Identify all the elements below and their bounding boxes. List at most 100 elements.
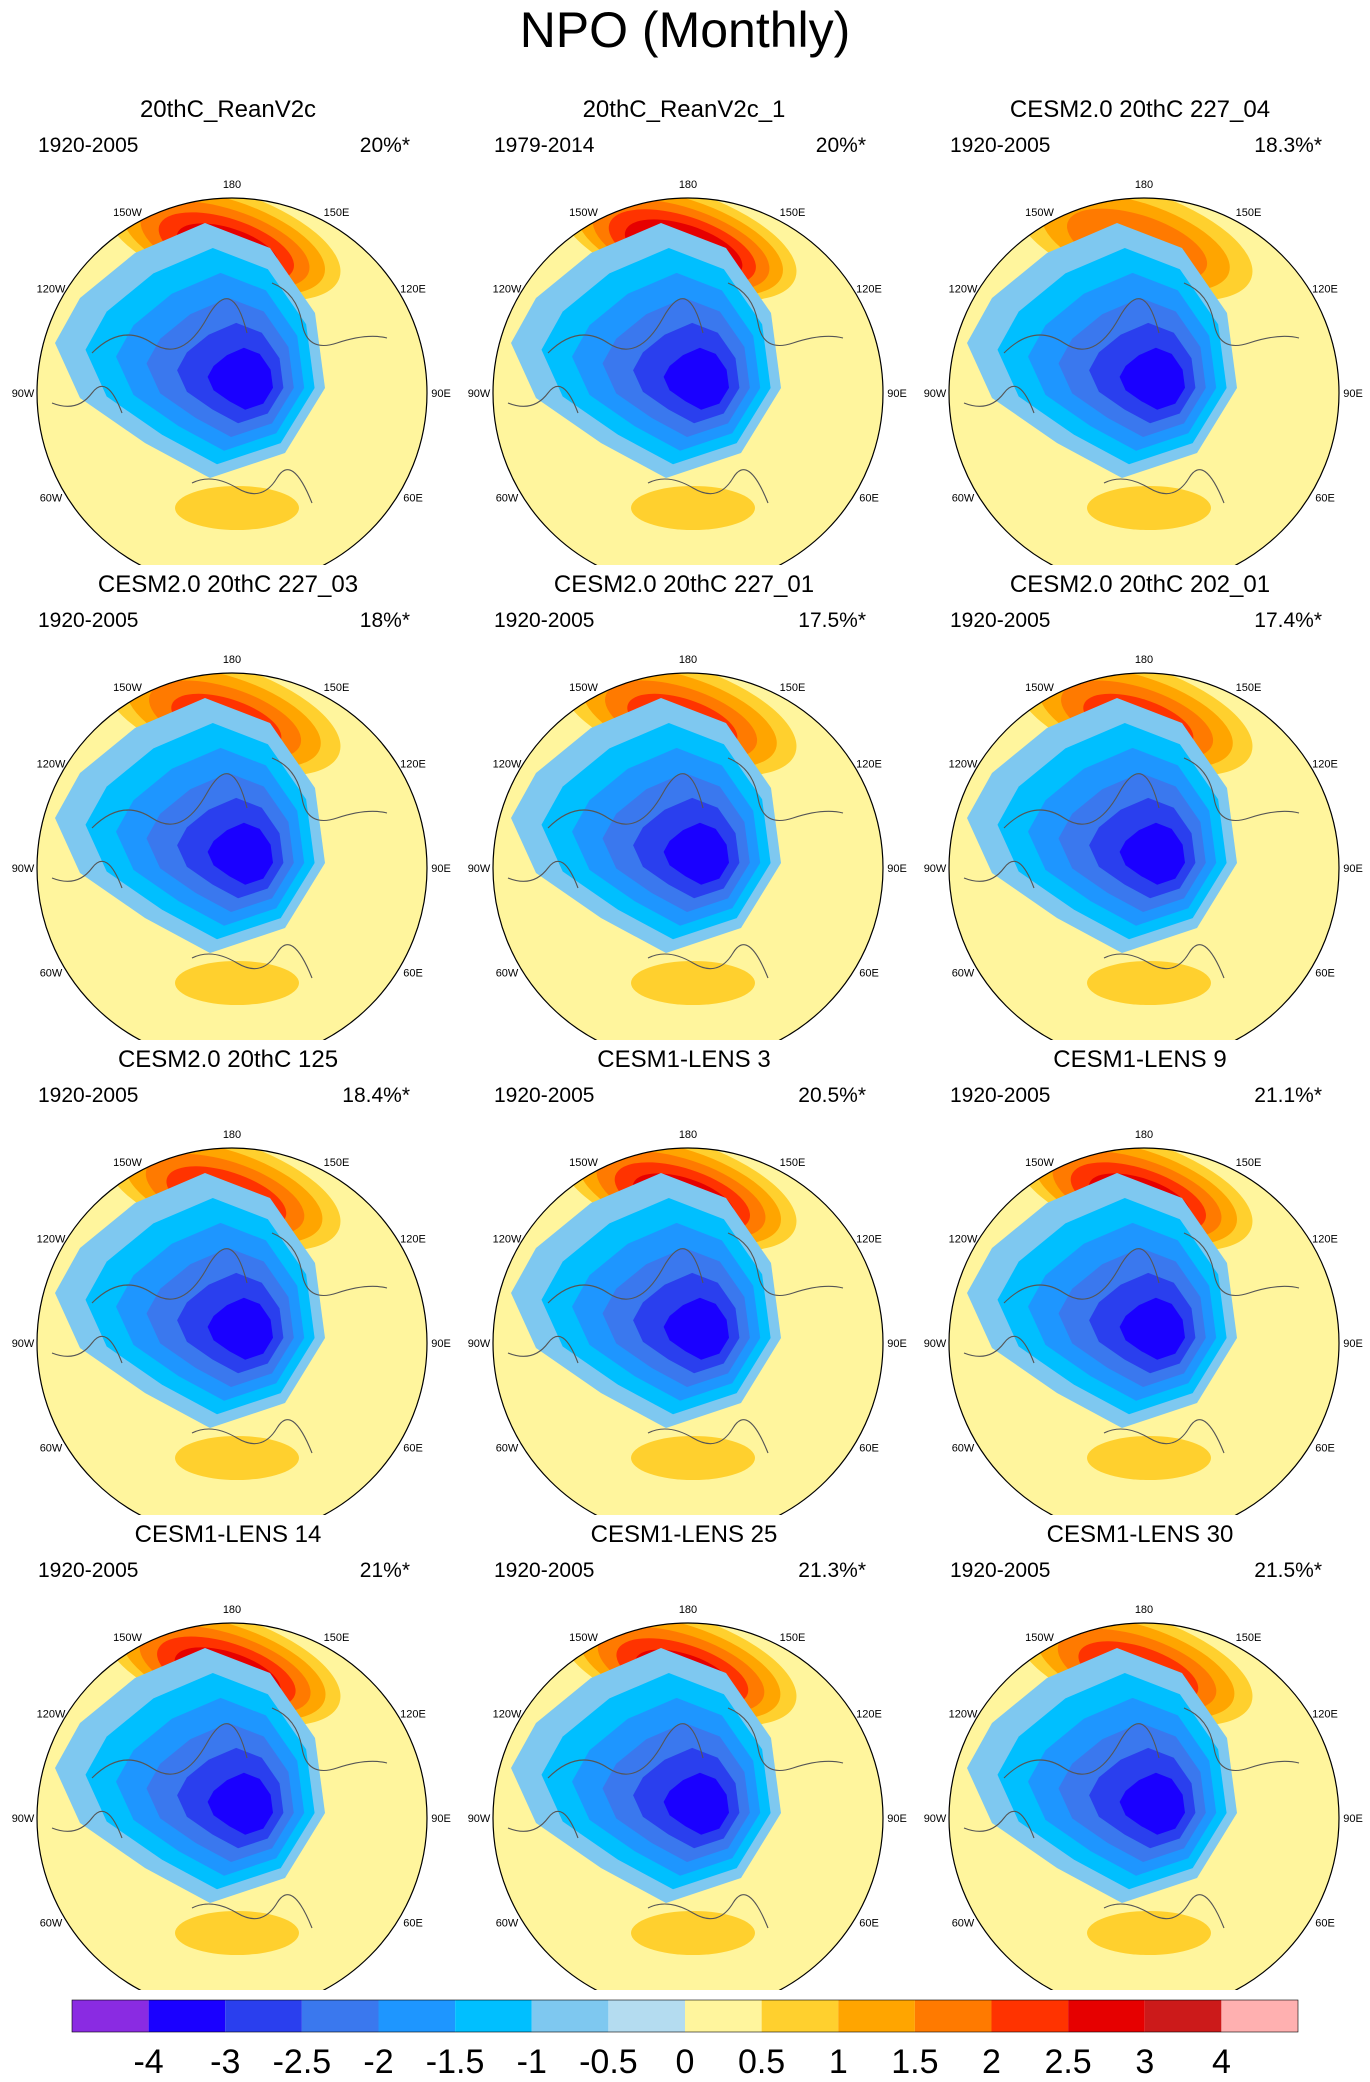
longitude-label: 90E bbox=[431, 1813, 451, 1825]
panel-period: 1920-2005 bbox=[38, 134, 139, 157]
negative-contour bbox=[663, 347, 729, 410]
longitude-label: 150W bbox=[569, 682, 598, 694]
panel-title: CESM2.0 20thC 202_01 bbox=[1009, 571, 1271, 598]
longitude-label: 150W bbox=[113, 1157, 142, 1169]
longitude-label: 180 bbox=[1135, 654, 1153, 666]
map-panel: CESM1-LENS 14 1920-2005 21%* 180 150E 120E 90E… bbox=[0, 1520, 456, 1990]
coastline bbox=[1003, 773, 1160, 829]
panel-variance: 18%* bbox=[359, 609, 410, 632]
map-panel: CESM2.0 20thC 227_01 1920-2005 17.5%* 180 15… bbox=[456, 570, 912, 1040]
coastline bbox=[191, 469, 313, 504]
longitude-label: 120W bbox=[37, 759, 66, 771]
longitude-label: 180 bbox=[679, 654, 697, 666]
colorbar-label: 2.5 bbox=[1044, 2043, 1091, 2081]
longitude-label: 90E bbox=[887, 1338, 907, 1350]
longitude-label: 120W bbox=[37, 284, 66, 296]
panel-variance: 18.4%* bbox=[342, 1084, 410, 1107]
polar-map: 180150E120E90E60E30E030W60W90W120W150W bbox=[12, 1129, 451, 1515]
longitude-label: 180 bbox=[1135, 1129, 1153, 1141]
colorbar-swatch bbox=[685, 2000, 762, 2032]
colorbar-swatch bbox=[761, 2000, 839, 2032]
longitude-label: 180 bbox=[223, 654, 241, 666]
coastline bbox=[51, 1335, 123, 1364]
longitude-label: 60E bbox=[403, 1918, 423, 1930]
negative-contour bbox=[1119, 1772, 1185, 1835]
colorbar-label: -1 bbox=[517, 2043, 547, 2081]
panel-variance: 20%* bbox=[359, 134, 410, 157]
longitude-label: 120W bbox=[37, 1709, 66, 1721]
longitude-label: 120E bbox=[400, 759, 426, 771]
coastline bbox=[271, 757, 388, 822]
coastline bbox=[547, 298, 704, 354]
panel-period: 1920-2005 bbox=[38, 609, 139, 632]
polar-map: 180150E120E90E60E30E030W60W90W120W150W bbox=[924, 179, 1363, 565]
longitude-label: 90W bbox=[924, 1813, 947, 1825]
positive-contour bbox=[175, 1911, 299, 1955]
coastline bbox=[547, 773, 704, 829]
longitude-label: 150W bbox=[569, 207, 598, 219]
longitude-label: 60E bbox=[1315, 493, 1335, 505]
longitude-label: 180 bbox=[1135, 179, 1153, 191]
panel-period: 1920-2005 bbox=[494, 1084, 595, 1107]
longitude-label: 60W bbox=[496, 1918, 519, 1930]
map-panel: CESM2.0 20thC 202_01 1920-2005 17.4%* 180 15… bbox=[912, 570, 1368, 1040]
panel-title: CESM1-LENS 3 bbox=[597, 1046, 771, 1073]
longitude-label: 150E bbox=[1236, 207, 1262, 219]
coastline bbox=[1003, 1248, 1160, 1304]
longitude-label: 60E bbox=[1315, 968, 1335, 980]
longitude-label: 120E bbox=[1312, 284, 1338, 296]
positive-contour bbox=[1087, 1911, 1211, 1955]
longitude-label: 180 bbox=[223, 179, 241, 191]
coastline bbox=[727, 1707, 844, 1772]
negative-contour bbox=[207, 1297, 273, 1360]
map-panel: 20thC_ReanV2c_1 1979-2014 20%* 180 150E 120E 9… bbox=[456, 95, 912, 565]
longitude-label: 90E bbox=[887, 1813, 907, 1825]
positive-contour bbox=[1087, 961, 1211, 1005]
longitude-label: 150E bbox=[780, 682, 806, 694]
colorbar-label: 0.5 bbox=[738, 2043, 785, 2081]
coastline bbox=[91, 298, 248, 354]
longitude-label: 90E bbox=[1343, 388, 1363, 400]
colorbar-swatch bbox=[72, 2000, 149, 2032]
colorbar-label: 0 bbox=[676, 2043, 695, 2081]
panel-variance: 18.3%* bbox=[1254, 134, 1322, 157]
map-panel: CESM2.0 20thC 227_04 1920-2005 18.3%* 180 15… bbox=[912, 95, 1368, 565]
longitude-label: 150W bbox=[113, 207, 142, 219]
coastline bbox=[1183, 1707, 1300, 1772]
coastline bbox=[507, 385, 579, 414]
longitude-label: 150W bbox=[113, 1632, 142, 1644]
longitude-label: 120E bbox=[856, 1234, 882, 1246]
coastline bbox=[507, 1810, 579, 1839]
longitude-label: 120W bbox=[949, 759, 978, 771]
longitude-label: 150W bbox=[1025, 1632, 1054, 1644]
colorbar-label: -1.5 bbox=[426, 2043, 485, 2081]
coastline bbox=[727, 1232, 844, 1297]
map-panel: CESM2.0 20thC 227_03 1920-2005 18%* 180 150E… bbox=[0, 570, 456, 1040]
negative-contour bbox=[207, 822, 273, 885]
longitude-label: 120E bbox=[400, 284, 426, 296]
longitude-label: 60E bbox=[859, 1918, 879, 1930]
colorbar-label: -2.5 bbox=[273, 2043, 332, 2081]
longitude-label: 90E bbox=[1343, 1338, 1363, 1350]
panel-title: CESM1-LENS 30 bbox=[1046, 1521, 1234, 1548]
map-border bbox=[36, 1147, 428, 1515]
panel-variance: 21.1%* bbox=[1254, 1084, 1322, 1107]
longitude-label: 60E bbox=[859, 968, 879, 980]
colorbar-label: -3 bbox=[210, 2043, 240, 2081]
longitude-label: 90W bbox=[924, 388, 947, 400]
panel-variance: 21%* bbox=[359, 1559, 410, 1582]
colorbar-swatch bbox=[1221, 2000, 1299, 2032]
longitude-label: 90W bbox=[924, 863, 947, 875]
longitude-label: 90W bbox=[12, 1338, 35, 1350]
panel-title: CESM2.0 20thC 227_01 bbox=[553, 571, 815, 598]
coastline bbox=[727, 282, 844, 347]
coastline bbox=[1003, 1723, 1160, 1779]
longitude-label: 120W bbox=[493, 1234, 522, 1246]
colorbar-swatch bbox=[455, 2000, 532, 2032]
negative-contour bbox=[1119, 347, 1185, 410]
coastline bbox=[1003, 298, 1160, 354]
positive-contour bbox=[631, 1436, 755, 1480]
longitude-label: 150W bbox=[1025, 682, 1054, 694]
colorbar-outline bbox=[71, 1999, 1299, 2033]
coastline bbox=[647, 1419, 769, 1454]
